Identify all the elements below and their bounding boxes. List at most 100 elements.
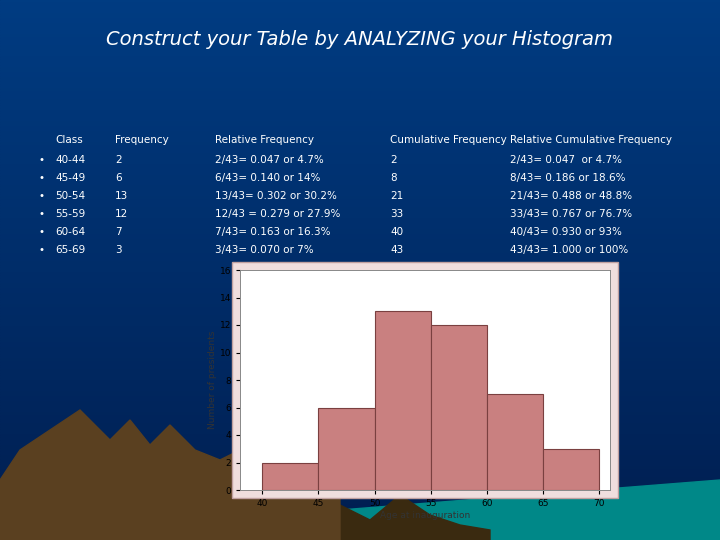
Bar (0, 0, 720, 3)
Bar (0, 122, 720, 124)
Bar (0, 86, 720, 89)
Bar (0, 386, 720, 389)
Bar (262, 462, 318, 490)
Bar (0, 135, 720, 138)
Bar (0, 103, 720, 105)
Bar (0, 327, 720, 329)
Bar (0, 410, 720, 413)
Text: 2/43= 0.047  or 4.7%: 2/43= 0.047 or 4.7% (510, 155, 622, 165)
Bar (0, 232, 720, 235)
Bar (0, 213, 720, 216)
Bar (0, 192, 720, 194)
Bar (0, 84, 720, 86)
Text: 45-49: 45-49 (55, 173, 85, 183)
Text: •: • (38, 209, 44, 219)
Bar (0, 456, 720, 459)
Bar (0, 94, 720, 97)
Bar (0, 24, 720, 27)
Bar (0, 73, 720, 76)
Bar (0, 46, 720, 49)
Bar (0, 532, 720, 535)
Bar (0, 446, 720, 448)
Bar (0, 521, 720, 524)
Bar (0, 140, 720, 143)
Bar (0, 435, 720, 437)
Bar (543, 449, 599, 490)
Bar (0, 19, 720, 22)
Bar (0, 262, 720, 265)
Bar (0, 224, 720, 227)
Bar (0, 124, 720, 127)
Bar (0, 489, 720, 491)
Text: 21/43= 0.488 or 48.8%: 21/43= 0.488 or 48.8% (510, 191, 632, 201)
Bar (0, 491, 720, 494)
Bar (0, 378, 720, 381)
Text: 3/43= 0.070 or 7%: 3/43= 0.070 or 7% (215, 245, 314, 255)
Bar (0, 65, 720, 68)
Text: 7: 7 (115, 227, 122, 237)
Bar (0, 116, 720, 119)
Bar (0, 513, 720, 516)
Bar (0, 470, 720, 472)
Bar (0, 119, 720, 122)
Bar (0, 216, 720, 219)
Bar (0, 348, 720, 351)
Bar (0, 429, 720, 432)
Bar (0, 35, 720, 38)
Bar (0, 329, 720, 332)
Bar (431, 325, 487, 490)
Bar (0, 70, 720, 73)
Text: 60-64: 60-64 (55, 227, 85, 237)
Bar (0, 194, 720, 197)
Bar (0, 472, 720, 475)
Bar (0, 219, 720, 221)
Bar (0, 81, 720, 84)
Text: •: • (38, 155, 44, 165)
Text: 13/43= 0.302 or 30.2%: 13/43= 0.302 or 30.2% (215, 191, 337, 201)
Bar (0, 146, 720, 148)
Text: 7/43= 0.163 or 16.3%: 7/43= 0.163 or 16.3% (215, 227, 330, 237)
Bar (0, 16, 720, 19)
Bar (0, 286, 720, 289)
Bar (0, 143, 720, 146)
Bar (0, 454, 720, 456)
Text: 40: 40 (390, 227, 403, 237)
Bar (0, 248, 720, 251)
Bar (0, 335, 720, 338)
Bar (0, 364, 720, 367)
Bar (0, 475, 720, 478)
Text: 8/43= 0.186 or 18.6%: 8/43= 0.186 or 18.6% (510, 173, 626, 183)
Bar (0, 205, 720, 208)
Bar (0, 383, 720, 386)
Bar (0, 316, 720, 319)
Bar (0, 459, 720, 462)
Text: 6/43= 0.140 or 14%: 6/43= 0.140 or 14% (215, 173, 320, 183)
Text: •: • (38, 191, 44, 201)
Bar (0, 535, 720, 537)
Bar (318, 408, 374, 490)
Text: Relative Cumulative Frequency: Relative Cumulative Frequency (510, 135, 672, 145)
Bar (0, 324, 720, 327)
Bar (0, 294, 720, 297)
Bar (0, 162, 720, 165)
Bar (0, 354, 720, 356)
Text: 33/43= 0.767 or 76.7%: 33/43= 0.767 or 76.7% (510, 209, 632, 219)
Bar (0, 30, 720, 32)
Bar (0, 305, 720, 308)
Bar (0, 478, 720, 481)
Bar (0, 273, 720, 275)
Bar (0, 235, 720, 238)
Bar (0, 486, 720, 489)
Bar (0, 402, 720, 405)
Text: 43/43= 1.000 or 100%: 43/43= 1.000 or 100% (510, 245, 629, 255)
Bar (0, 38, 720, 40)
Text: Cumulative Frequency: Cumulative Frequency (390, 135, 507, 145)
Bar (0, 359, 720, 362)
Bar (0, 418, 720, 421)
Bar (0, 362, 720, 364)
Bar (0, 105, 720, 108)
Polygon shape (0, 410, 340, 540)
Text: 43: 43 (390, 245, 403, 255)
Bar (0, 343, 720, 346)
Bar (0, 275, 720, 278)
